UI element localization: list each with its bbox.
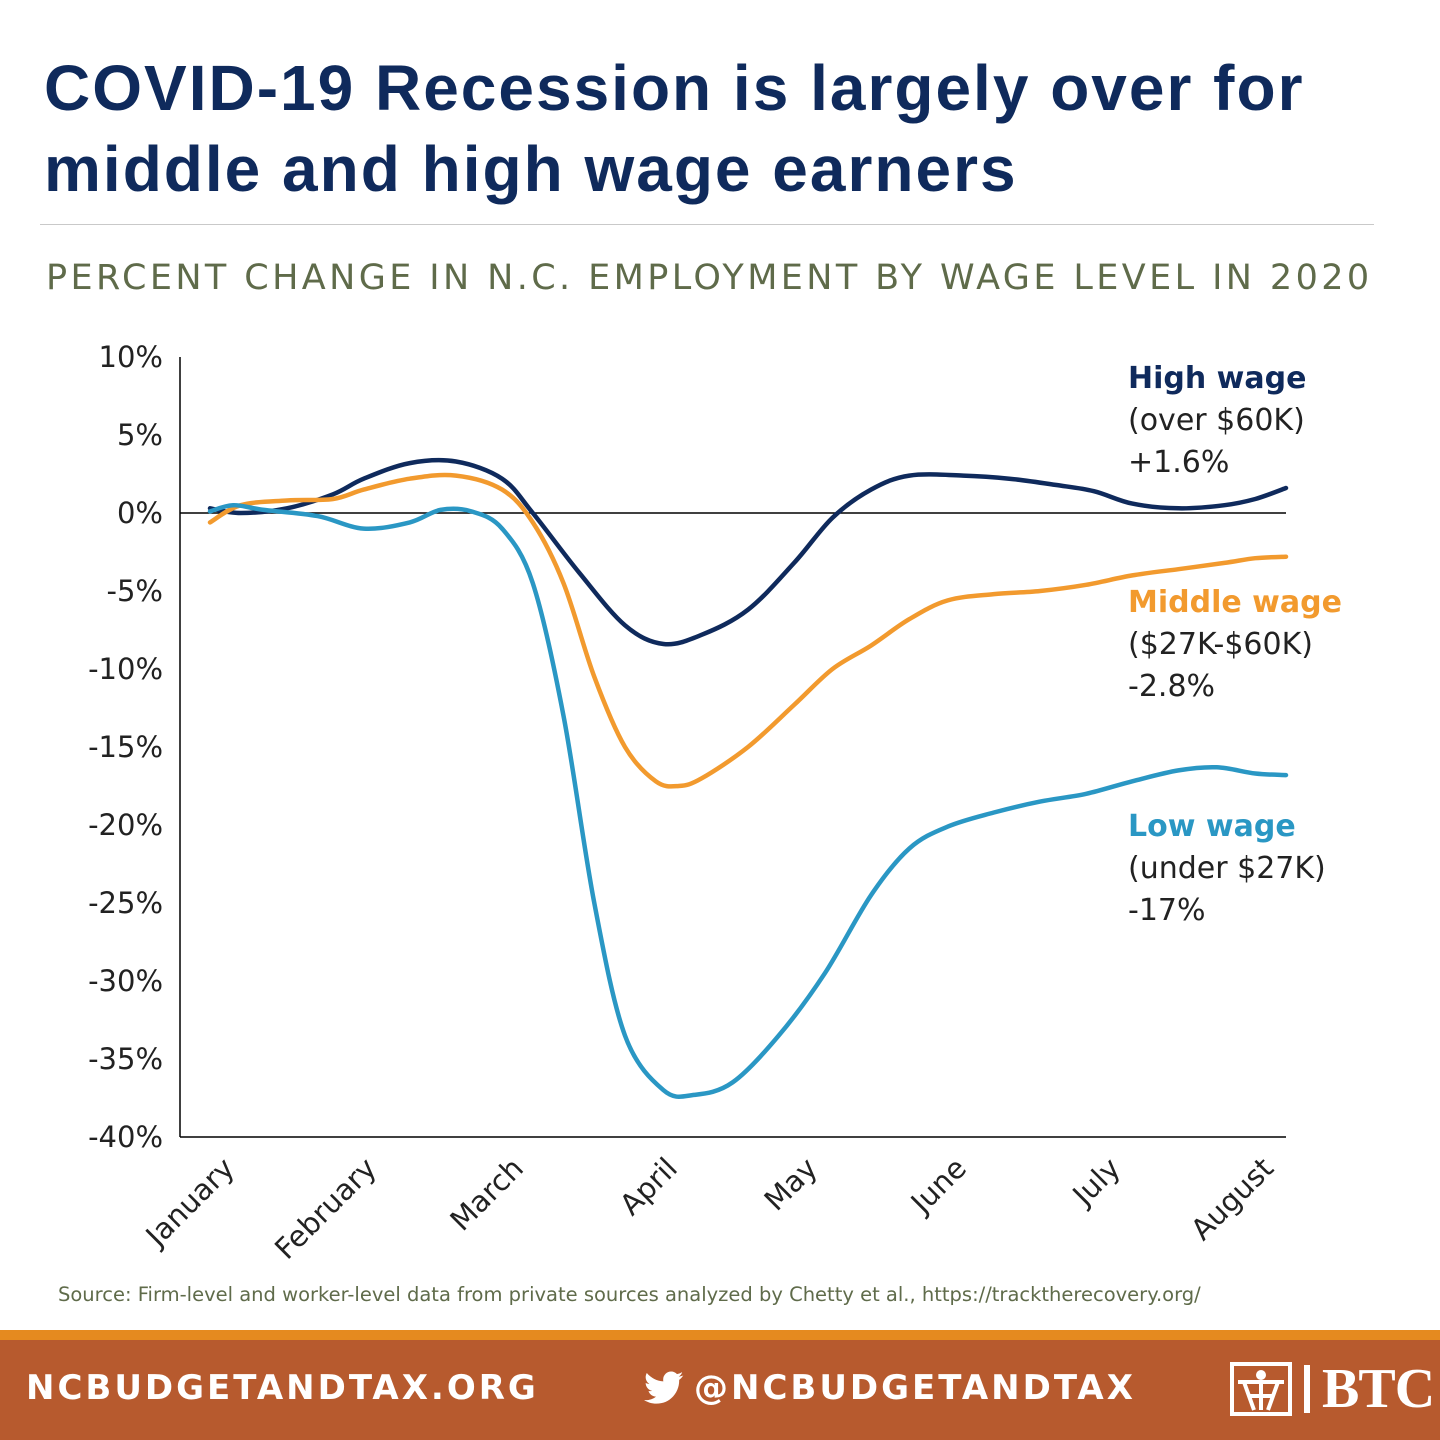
y-tick-label: 0% (117, 496, 163, 530)
twitter-bird-icon (644, 1371, 684, 1404)
series-label-low-wage-range: (under $27K) (1128, 851, 1326, 886)
x-axis: January February March April May June July Augu… (138, 1136, 1286, 1266)
logo-text: BTC (1322, 1358, 1435, 1420)
btc-logo: BTC (1230, 1358, 1435, 1420)
series-label-low-wage-name: Low wage (1128, 809, 1296, 844)
x-tick-label: July (1065, 1151, 1127, 1213)
series-line-low-wage (207, 502, 1289, 1099)
series-label-low-wage-value: -17% (1128, 893, 1206, 928)
y-tick-label: -25% (88, 886, 163, 920)
chart-title: COVID-19 Recession is largely over for m… (44, 52, 1305, 205)
series-label-middle-wage-range: ($27K-$60K) (1128, 627, 1313, 662)
series-label-high-wage-range: (over $60K) (1128, 403, 1305, 438)
y-tick-label: 10% (99, 340, 163, 374)
title-divider (40, 224, 1374, 225)
y-tick-label: -15% (88, 730, 163, 764)
y-tick-label: -40% (88, 1120, 163, 1154)
y-tick-label: -5% (107, 574, 163, 608)
series-lines (207, 457, 1289, 1099)
btc-logo-icon (1230, 1362, 1292, 1416)
series-label-middle-wage-value: -2.8% (1128, 669, 1215, 704)
y-axis: 10% 5% 0% -5% -10% -15% -20% -25% -30% -35% -40% (88, 340, 1286, 1154)
x-tick-label: August (1184, 1151, 1280, 1247)
logo-divider (1304, 1365, 1310, 1413)
twitter-handle[interactable]: @NCBUDGETANDTAX (644, 1368, 1136, 1408)
y-tick-label: -10% (88, 652, 163, 686)
twitter-handle-text: @NCBUDGETANDTAX (694, 1368, 1136, 1408)
chart-subtitle: PERCENT CHANGE IN N.C. EMPLOYMENT BY WAG… (46, 258, 1373, 298)
y-tick-label: -20% (88, 808, 163, 842)
series-line-high-wage (207, 457, 1289, 647)
series-labels: High wage (over $60K) +1.6% Middle wage ($27… (1128, 361, 1342, 928)
source-note: Source: Firm-level and worker-level data… (58, 1283, 1201, 1306)
x-tick-label: February (268, 1151, 383, 1266)
employment-line-chart: 10% 5% 0% -5% -10% -15% -20% -25% -30% -35% -40% J… (88, 340, 1342, 1266)
y-tick-label: -30% (88, 964, 163, 998)
footer-bar: NCBUDGETANDTAX.ORG @NCBUDGETANDTAX BTC (0, 1340, 1440, 1440)
x-tick-label: May (758, 1151, 824, 1217)
series-label-high-wage-name: High wage (1128, 361, 1306, 396)
x-tick-label: June (903, 1151, 973, 1221)
series-line-middle-wage (207, 472, 1289, 789)
series-label-high-wage-value: +1.6% (1128, 445, 1229, 480)
series-label-middle-wage-name: Middle wage (1128, 585, 1342, 620)
y-tick-label: -35% (88, 1042, 163, 1076)
footer-stripe (0, 1330, 1440, 1340)
x-tick-label: March (443, 1151, 530, 1238)
y-tick-label: 5% (117, 418, 163, 452)
x-tick-label: January (138, 1151, 241, 1254)
website-link[interactable]: NCBUDGETANDTAX.ORG (26, 1368, 539, 1408)
x-tick-label: April (613, 1151, 684, 1222)
